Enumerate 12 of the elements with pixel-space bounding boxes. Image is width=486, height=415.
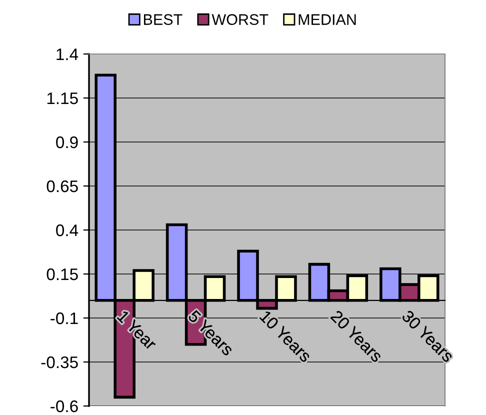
y-tick-label: 0.15 bbox=[46, 268, 78, 280]
y-tick-label: -0.35 bbox=[41, 356, 78, 368]
y-tick-label: 0.65 bbox=[46, 180, 78, 192]
y-tick-label: -0.1 bbox=[50, 312, 78, 324]
y-tick-label: 1.4 bbox=[56, 48, 78, 60]
legend-label: WORST bbox=[212, 14, 268, 25]
y-tick-label: -0.6 bbox=[50, 400, 78, 412]
y-tick-label: 1.15 bbox=[47, 92, 78, 104]
legend-label: MEDIAN bbox=[298, 14, 356, 25]
y-tick-label: 0.4 bbox=[56, 224, 78, 236]
y-tick-label: 0.9 bbox=[56, 136, 78, 148]
legend-label: BEST bbox=[144, 14, 182, 25]
